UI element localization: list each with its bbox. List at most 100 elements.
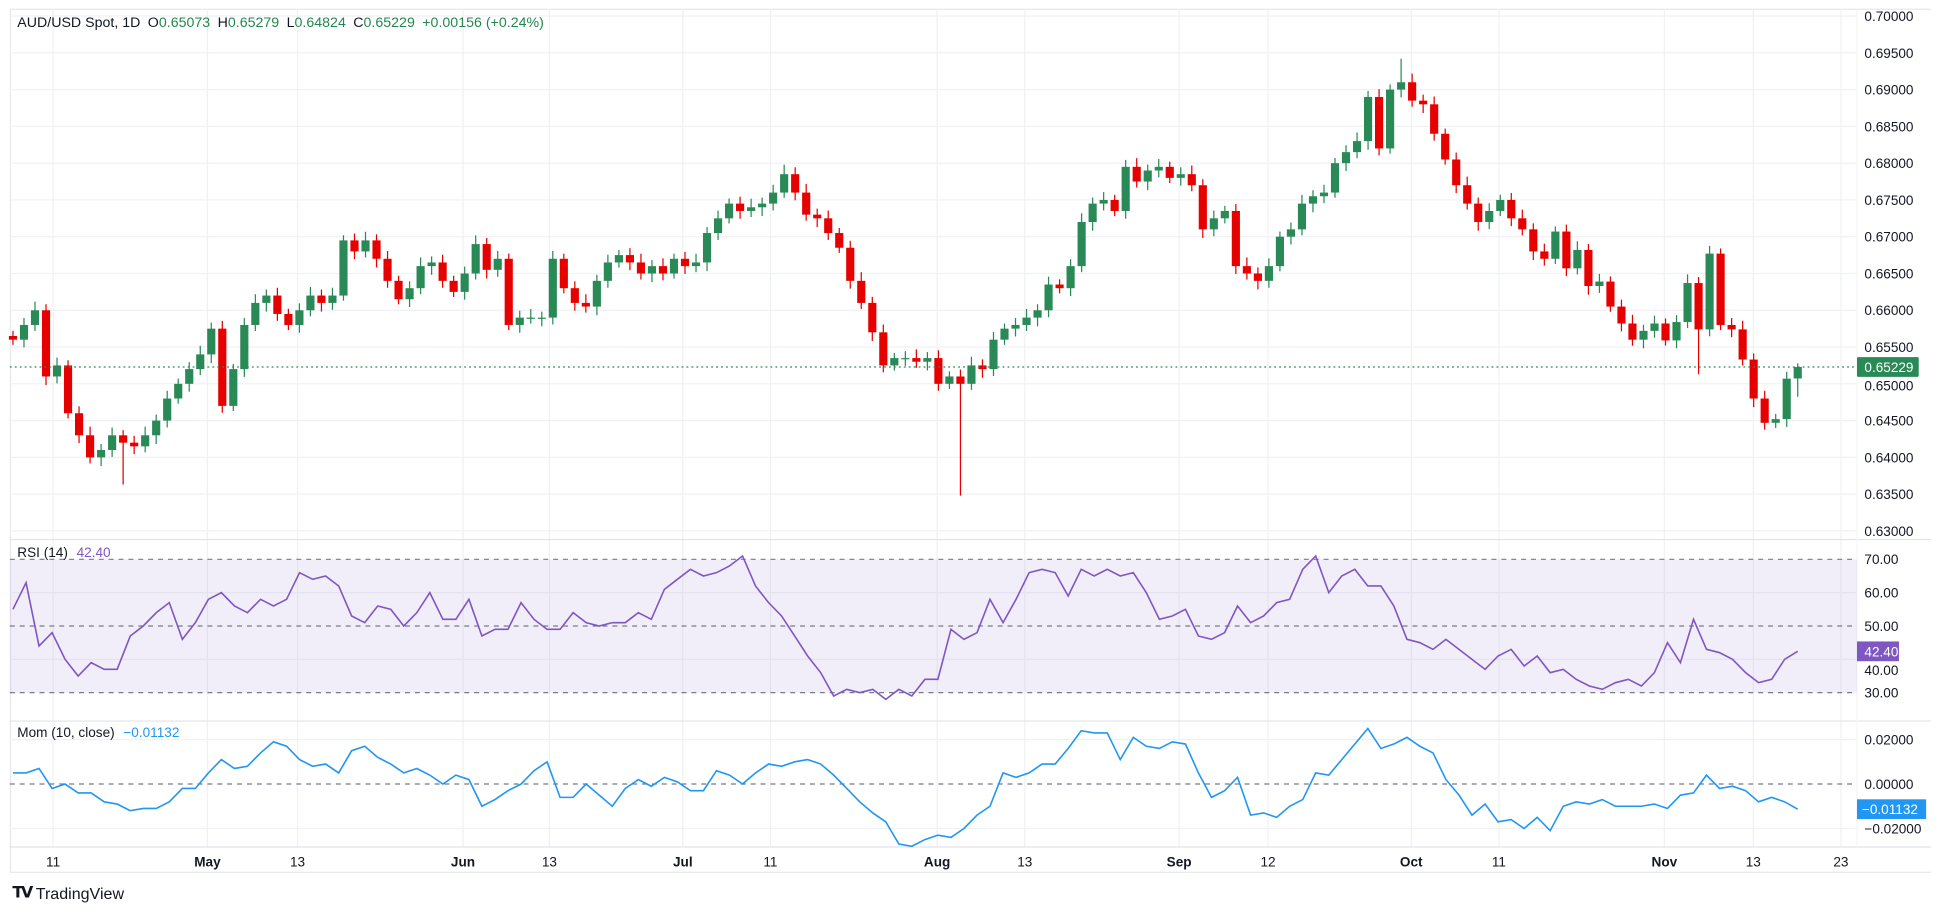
candle-down[interactable]	[680, 258, 690, 267]
candle-up[interactable]	[923, 358, 932, 362]
candle-up[interactable]	[1683, 283, 1692, 323]
candle-down[interactable]	[581, 302, 590, 307]
candle-up[interactable]	[647, 266, 657, 274]
candle-up[interactable]	[1397, 82, 1406, 90]
candle-up[interactable]	[262, 295, 271, 303]
candle-up[interactable]	[702, 233, 712, 263]
candle-down[interactable]	[86, 435, 95, 458]
candle-down[interactable]	[636, 262, 646, 274]
candle-down[interactable]	[1430, 104, 1439, 134]
candle-up[interactable]	[471, 244, 480, 274]
candle-down[interactable]	[438, 262, 447, 281]
candle-down[interactable]	[1242, 266, 1251, 274]
candle-down[interactable]	[1727, 324, 1736, 330]
candle-down[interactable]	[1132, 166, 1141, 182]
candle-up[interactable]	[1573, 249, 1582, 269]
candle-down[interactable]	[559, 258, 568, 289]
candle-down[interactable]	[1738, 329, 1747, 360]
candle-down[interactable]	[1055, 284, 1064, 289]
candle-down[interactable]	[846, 247, 855, 281]
candle-up[interactable]	[1595, 281, 1604, 286]
candle-up[interactable]	[769, 192, 778, 204]
candle-up[interactable]	[1650, 323, 1659, 331]
candle-down[interactable]	[273, 295, 282, 314]
candle-up[interactable]	[1341, 152, 1351, 164]
candle-up[interactable]	[592, 280, 601, 307]
candle-up[interactable]	[1363, 96, 1373, 142]
candle-down[interactable]	[824, 218, 833, 234]
candle-down[interactable]	[41, 310, 51, 377]
candle-up[interactable]	[515, 317, 524, 325]
candle-down[interactable]	[1584, 249, 1593, 286]
candle-up[interactable]	[1143, 170, 1152, 182]
candle-down[interactable]	[934, 358, 943, 384]
candle-up[interactable]	[1099, 199, 1108, 204]
candle-down[interactable]	[449, 280, 458, 292]
candle-down[interactable]	[736, 203, 745, 211]
candle-down[interactable]	[857, 280, 866, 303]
candle-down[interactable]	[1110, 199, 1119, 211]
candle-up[interactable]	[1033, 310, 1042, 318]
candle-down[interactable]	[813, 214, 822, 219]
candle-down[interactable]	[1408, 82, 1417, 101]
candle-up[interactable]	[97, 450, 106, 458]
candle-up[interactable]	[713, 218, 723, 234]
candle-down[interactable]	[1694, 283, 1703, 330]
candle-up[interactable]	[1639, 330, 1648, 340]
candle-down[interactable]	[802, 192, 811, 215]
candle-down[interactable]	[119, 435, 128, 443]
candle-up[interactable]	[614, 255, 623, 263]
candle-down[interactable]	[978, 365, 987, 370]
candle-up[interactable]	[1782, 378, 1791, 420]
candle-up[interactable]	[152, 420, 161, 436]
candle-down[interactable]	[372, 240, 381, 259]
candle-down[interactable]	[1716, 253, 1725, 325]
candle-up[interactable]	[141, 435, 150, 447]
candle-down[interactable]	[1187, 174, 1196, 186]
candle-up[interactable]	[989, 339, 998, 370]
candle-down[interactable]	[1529, 229, 1538, 252]
candle-down[interactable]	[130, 442, 139, 447]
candle-up[interactable]	[1011, 324, 1020, 329]
candle-down[interactable]	[1606, 281, 1615, 307]
candle-up[interactable]	[30, 310, 40, 325]
candle-up[interactable]	[1352, 141, 1362, 153]
candle-down[interactable]	[504, 258, 513, 325]
candle-up[interactable]	[1264, 266, 1273, 281]
candle-down[interactable]	[868, 302, 877, 333]
candle-up[interactable]	[724, 203, 734, 219]
candle-up[interactable]	[185, 369, 194, 384]
candle-up[interactable]	[1386, 89, 1395, 149]
candle-up[interactable]	[548, 258, 557, 318]
candle-down[interactable]	[1419, 100, 1428, 105]
candle-up[interactable]	[603, 262, 612, 281]
candle-down[interactable]	[1540, 251, 1549, 259]
candle-down[interactable]	[1463, 185, 1472, 204]
candle-up[interactable]	[669, 258, 679, 274]
candle-up[interactable]	[405, 288, 414, 300]
candle-up[interactable]	[1330, 163, 1340, 193]
candle-down[interactable]	[1661, 323, 1670, 341]
candle-down[interactable]	[912, 358, 921, 362]
candle-up[interactable]	[1551, 231, 1560, 259]
candle-up[interactable]	[1209, 218, 1218, 230]
candle-down[interactable]	[1749, 359, 1758, 399]
candle-down[interactable]	[956, 376, 965, 384]
candle-up[interactable]	[945, 376, 954, 384]
candle-up[interactable]	[1066, 266, 1075, 289]
tradingview-logo[interactable]: TV TradingView	[12, 884, 124, 903]
candle-up[interactable]	[361, 240, 370, 252]
candle-up[interactable]	[1771, 419, 1780, 423]
candle-up[interactable]	[780, 174, 789, 193]
candle-up[interactable]	[163, 398, 172, 421]
candle-up[interactable]	[890, 358, 899, 366]
candle-down[interactable]	[1628, 323, 1637, 340]
candle-up[interactable]	[328, 295, 337, 303]
candle-up[interactable]	[416, 266, 425, 289]
candle-down[interactable]	[394, 280, 403, 300]
candle-up[interactable]	[1044, 284, 1053, 311]
candle-up[interactable]	[1308, 196, 1318, 204]
candle-up[interactable]	[339, 240, 348, 296]
mom-title[interactable]: Mom (10, close)	[17, 726, 115, 741]
